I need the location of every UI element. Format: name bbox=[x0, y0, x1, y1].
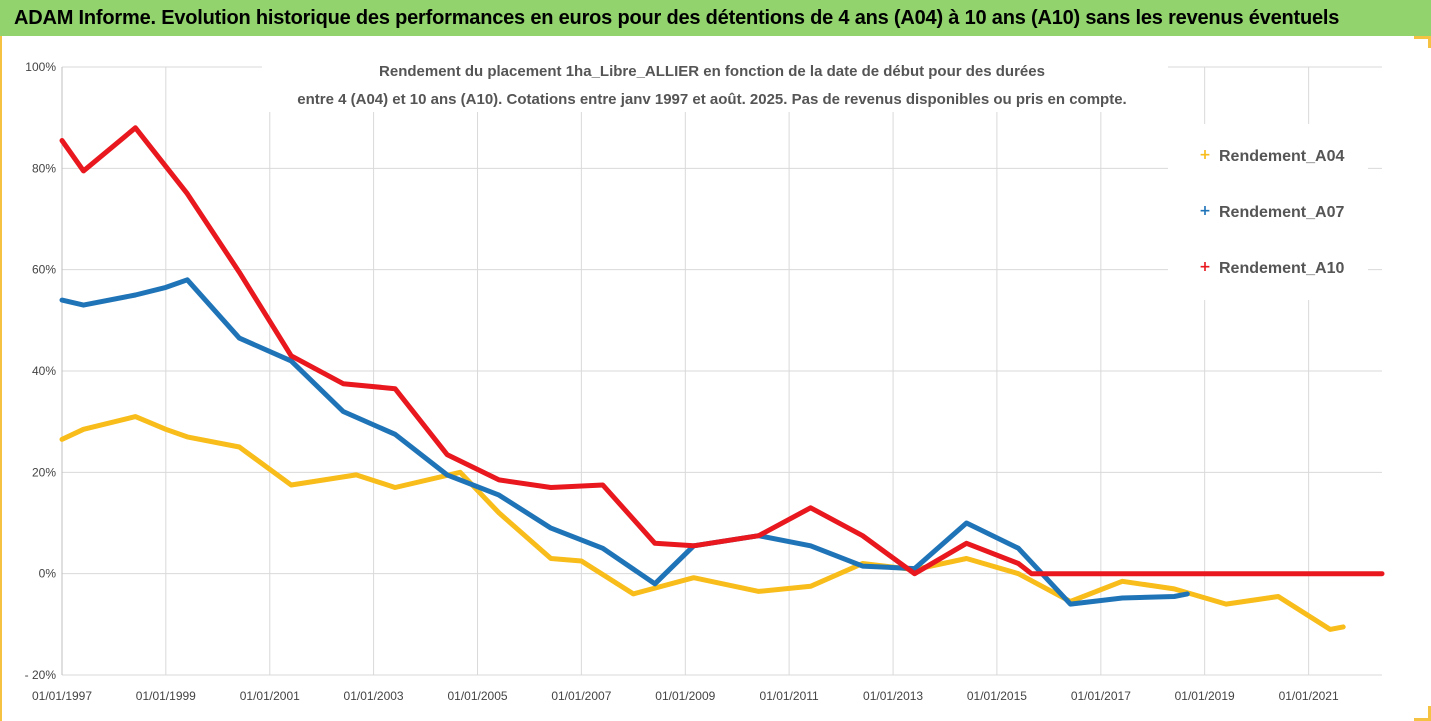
legend-marker-rendement-a10: + bbox=[1199, 259, 1211, 275]
axis-layer: 100% 80% 60% 40% 20% 0% - 20% 01/01/1997 01/01/1… bbox=[25, 60, 1339, 703]
x-tick-label: 01/01/1997 bbox=[32, 689, 92, 703]
series-layer bbox=[59, 125, 1385, 632]
frame-corner-bottom-right-v bbox=[1428, 706, 1431, 721]
report-banner: ADAM Informe. Evolution historique des p… bbox=[0, 0, 1431, 36]
y-tick-label: 60% bbox=[32, 263, 56, 277]
chart-subtitle-line-1: Rendement du placement 1ha_Libre_ALLIER … bbox=[379, 63, 1045, 80]
y-tick-label: 80% bbox=[32, 161, 56, 175]
frame-corner-top-right bbox=[1414, 36, 1431, 39]
chart-frame bbox=[0, 36, 1431, 721]
x-tick-label: 01/01/2001 bbox=[240, 689, 300, 703]
series-line-rendement-a07 bbox=[59, 277, 1190, 607]
y-tick-label: 40% bbox=[32, 364, 56, 378]
series-line-rendement-a04 bbox=[59, 414, 1346, 632]
legend-label-rendement-a07: Rendement_A07 bbox=[1219, 204, 1344, 221]
x-tick-label: 01/01/2005 bbox=[448, 689, 508, 703]
y-tick-label: 0% bbox=[39, 567, 57, 581]
legend-background bbox=[1168, 124, 1368, 300]
legend-label-rendement-a10: Rendement_A10 bbox=[1219, 260, 1344, 277]
y-tick-label: - 20% bbox=[25, 668, 57, 682]
x-tick-label: 01/01/2013 bbox=[863, 689, 923, 703]
x-tick-label: 01/01/2009 bbox=[655, 689, 715, 703]
x-tick-label: 01/01/2017 bbox=[1071, 689, 1131, 703]
x-tick-label: 01/01/2003 bbox=[344, 689, 404, 703]
chart-subtitle-line-2: entre 4 (A04) et 10 ans (A10). Cotations… bbox=[297, 91, 1126, 108]
legend-marker-rendement-a04: + bbox=[1199, 147, 1211, 163]
x-tick-label: 01/01/2007 bbox=[551, 689, 611, 703]
y-tick-label: 20% bbox=[32, 465, 56, 479]
y-tick-label: 100% bbox=[25, 60, 56, 74]
frame-corner-top-right-v bbox=[1428, 36, 1431, 48]
x-tick-label: 01/01/2015 bbox=[967, 689, 1027, 703]
series-line-rendement-a10 bbox=[59, 125, 1385, 577]
x-tick-label: 01/01/2021 bbox=[1279, 689, 1339, 703]
subtitle-background bbox=[262, 52, 1168, 112]
report-title: ADAM Informe. Evolution historique des p… bbox=[14, 6, 1340, 29]
x-tick-label: 01/01/2011 bbox=[760, 689, 819, 703]
legend-marker-rendement-a07: + bbox=[1199, 203, 1211, 219]
x-tick-label: 01/01/2019 bbox=[1175, 689, 1235, 703]
legend: + Rendement_A04 + Rendement_A07 + Rendement_A… bbox=[1199, 147, 1344, 277]
x-tick-label: 01/01/1999 bbox=[136, 689, 196, 703]
legend-label-rendement-a04: Rendement_A04 bbox=[1219, 148, 1344, 165]
frame-corner-bottom-right bbox=[1414, 718, 1431, 721]
